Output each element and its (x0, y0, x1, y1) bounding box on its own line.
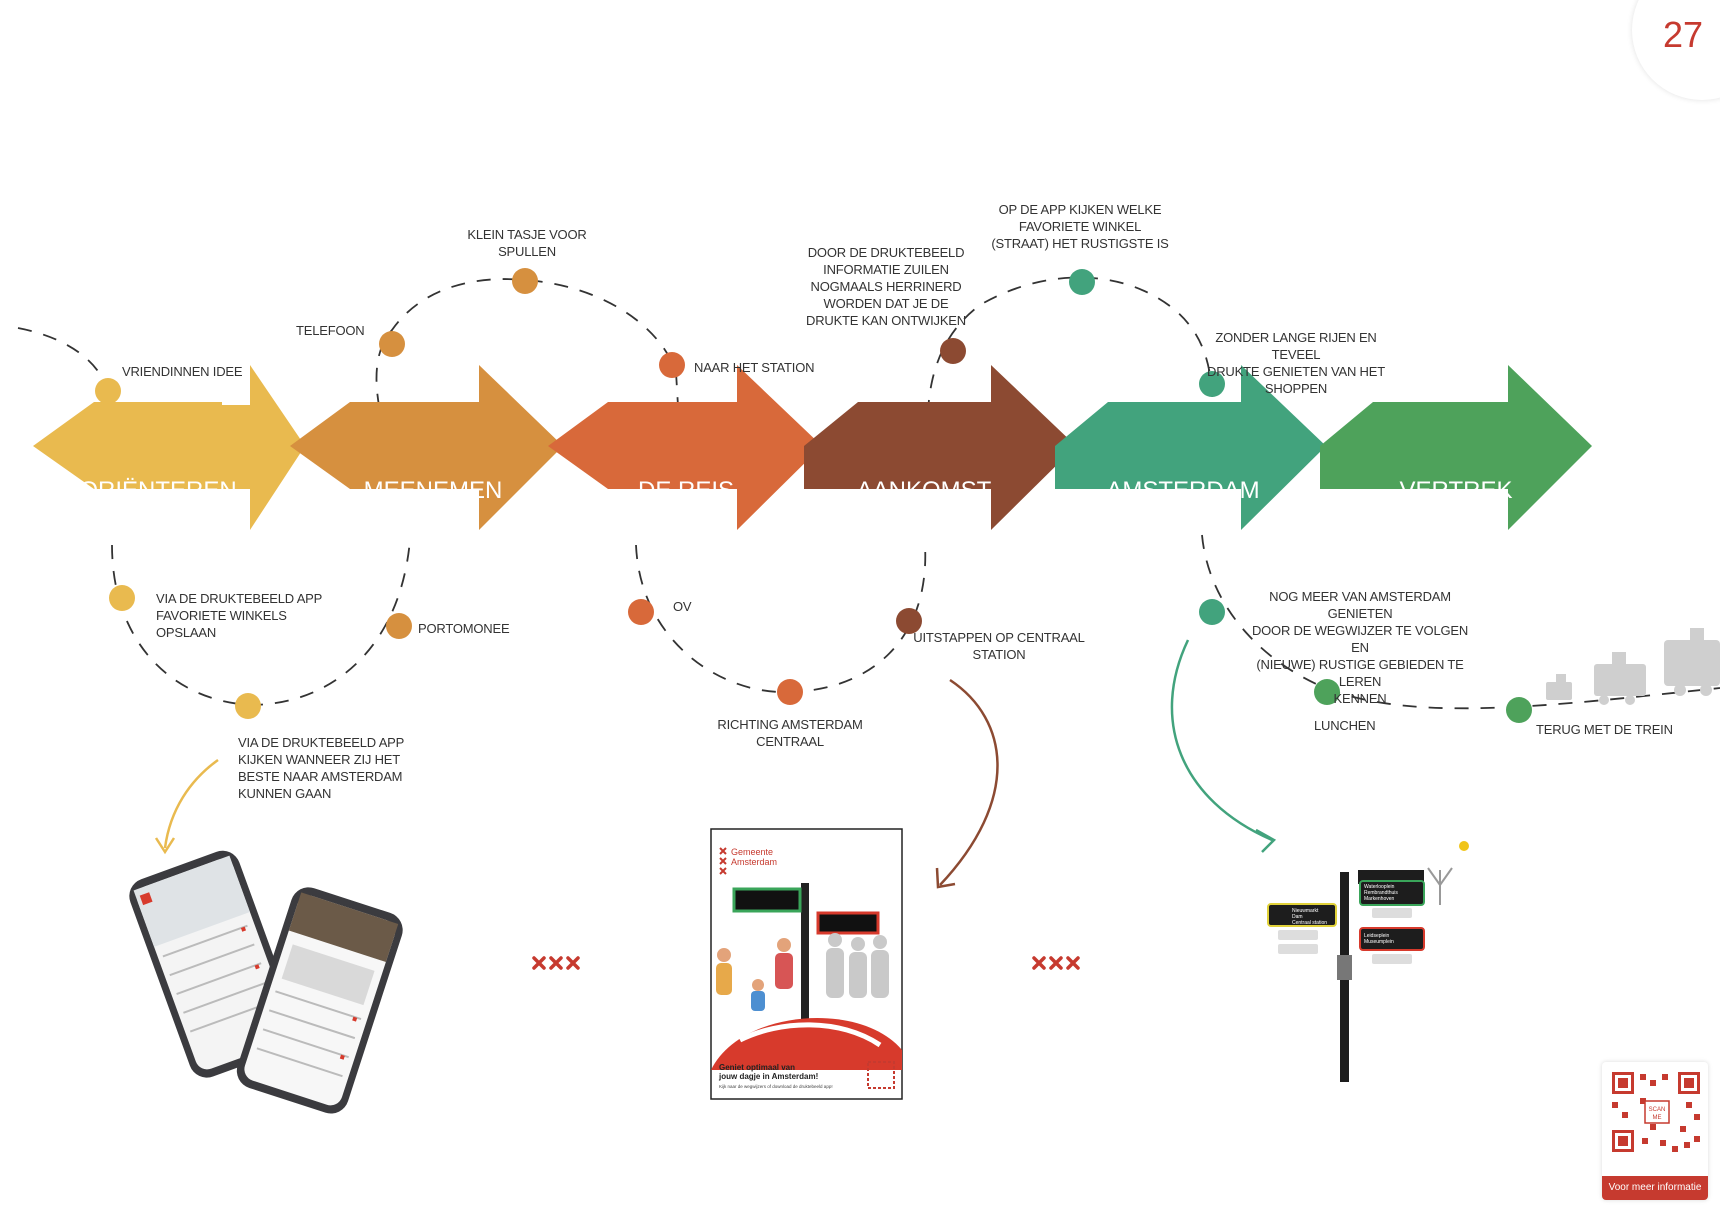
dot-app-winkel (1069, 269, 1095, 295)
stage-label-vertrek: VERTREK (1400, 477, 1513, 504)
dot-portomonee (386, 613, 412, 639)
stage-arrow-de-reis (548, 365, 822, 530)
dot-lunchen (1314, 679, 1340, 705)
sign-right-top-line1: Waterlooplein (1364, 884, 1395, 890)
label-shoppen: ZONDER LANGE RIJEN EN TEVEEL DRUKTE GENI… (1207, 330, 1385, 396)
label-portomonee: PORTOMONEE (418, 621, 510, 636)
label-station: NAAR HET STATION (694, 360, 815, 375)
label-wegwijzer: NOG MEER VAN AMSTERDAM GENIETEN DOOR DE … (1251, 589, 1469, 706)
label-vriendinnen: VRIENDINNEN IDEE (122, 364, 243, 379)
poster-org-line2: Amsterdam (731, 857, 777, 867)
dot-wanneer (235, 693, 261, 719)
label-app-winkel: OP DE APP KIJKEN WELKE FAVORIETE WINKEL … (991, 202, 1169, 251)
label-uitstappen: UITSTAPPEN OP CENTRAAL STATION (913, 630, 1085, 662)
wayfinding-signpost: Nieuwmarkt Dam Centraal station Waterloo… (1267, 841, 1469, 1082)
amsterdam-xxx-icon (532, 956, 580, 970)
stage-label-aankomst: AANKOMST (857, 477, 992, 504)
label-trein: TERUG MET DE TREIN (1536, 722, 1673, 737)
poster-org-line1: Gemeente (731, 847, 773, 857)
poster-headline-line2: jouw dagje in Amsterdam! (718, 1072, 818, 1081)
dot-shoppen (1199, 371, 1225, 397)
stage-label-meenemen: MEENEMEN (364, 477, 503, 504)
label-ov: OV (673, 599, 692, 614)
dot-richting (777, 679, 803, 705)
sign-right-top-line3: Markenhoven (1364, 896, 1395, 902)
stage-arrows (33, 365, 1592, 530)
dot-zuilen (940, 338, 966, 364)
label-lunchen: LUNCHEN (1314, 718, 1376, 733)
dot-station (659, 352, 685, 378)
sign-left-line3: Centraal station (1292, 920, 1327, 926)
sign-right-top-line2: Rembrandthuis (1364, 890, 1398, 896)
dot-favoriete (109, 585, 135, 611)
stage-arrow-orienteren (33, 365, 305, 530)
dot-tasje (512, 268, 538, 294)
stage-arrow-amsterdam (1055, 365, 1326, 530)
sign-left-line1: Nieuwmarkt (1292, 908, 1319, 914)
label-zuilen: DOOR DE DRUKTEBEELD INFORMATIE ZUILEN NO… (806, 245, 966, 328)
stage-label-amsterdam: AMSTERDAM (1106, 477, 1259, 504)
page-number: 27 (1663, 14, 1704, 55)
label-richting: RICHTING AMSTERDAM CENTRAAL (717, 717, 863, 749)
dot-wegwijzer (1199, 599, 1225, 625)
label-wanneer: VIA DE DRUKTEBEELD APP KIJKEN WANNEER ZI… (238, 735, 405, 801)
dot-ov (628, 599, 654, 625)
druktebeeld-poster: Gemeente Amsterdam Geniet optimaal van j… (710, 828, 903, 1100)
amsterdam-xxx-icon (1032, 956, 1080, 970)
qr-badge-line1: SCAN (1649, 1107, 1666, 1113)
dot-uitstappen (896, 608, 922, 634)
label-favoriete: VIA DE DRUKTEBEELD APP FAVORIETE WINKELS… (156, 591, 323, 640)
train-icon (1546, 628, 1720, 705)
qr-caption[interactable]: Voor meer informatie (1602, 1176, 1708, 1200)
qr-code-icon (1612, 1072, 1700, 1152)
stage-labels: ORIËNTEREN MEENEMEN DE REIS AANKOMST AMS… (79, 477, 1512, 504)
poster-headline-line1: Geniet optimaal van (719, 1063, 795, 1072)
sign-left-line2: Dam (1292, 914, 1303, 920)
poster-footnote: Kijk naar de wegwijzers of download de d… (719, 1084, 833, 1089)
dot-telefoon (379, 331, 405, 357)
dot-trein (1506, 697, 1532, 723)
stage-label-de-reis: DE REIS (638, 477, 734, 504)
poster-qr-code (867, 1061, 895, 1089)
sign-right-bottom-line1: Leidseplein (1364, 933, 1390, 939)
amsterdam-xxx-icon (719, 847, 727, 875)
label-tasje: KLEIN TASJE VOOR SPULLEN (467, 227, 587, 259)
qr-card[interactable]: Voor meer informatie (1602, 1062, 1708, 1200)
touchpoint-dots (95, 268, 1532, 723)
stage-arrow-vertrek (1320, 365, 1592, 530)
stage-arrow-aankomst (804, 365, 1076, 530)
stage-arrow-meenemen (290, 365, 563, 530)
label-telefoon: TELEFOON (296, 323, 365, 338)
dot-vriendinnen (95, 378, 121, 404)
stage-label-orienteren: ORIËNTEREN (79, 477, 236, 504)
curved-arrow-icon (154, 639, 1277, 889)
sign-right-bottom-line2: Museumplein (1364, 939, 1394, 945)
qr-badge-line2: ME (1653, 1115, 1662, 1121)
phone-icon (129, 850, 403, 1114)
